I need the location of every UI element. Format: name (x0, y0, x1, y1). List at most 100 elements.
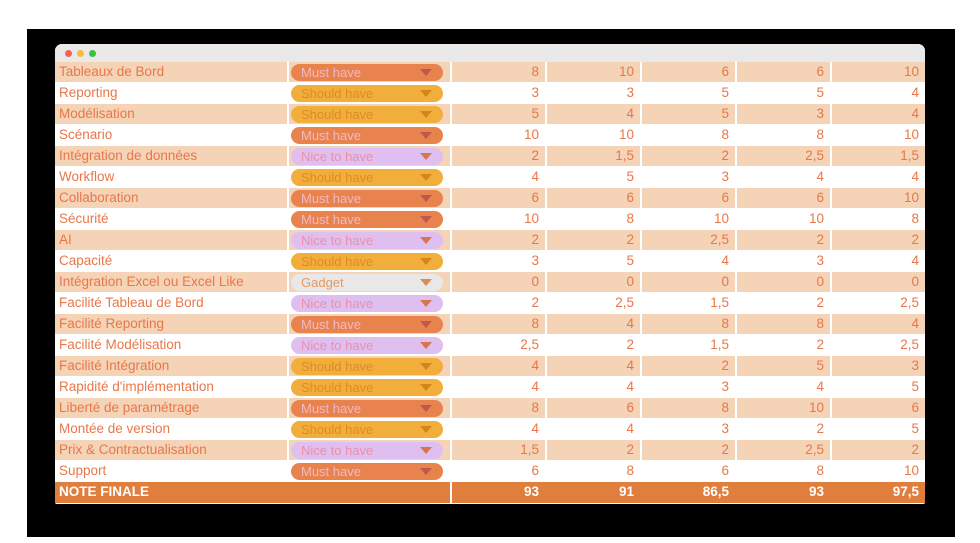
priority-dropdown[interactable]: Must have (291, 462, 443, 480)
score-cell[interactable]: 10 (737, 398, 832, 418)
score-cell[interactable]: 2,5 (642, 230, 737, 250)
score-cell[interactable]: 10 (452, 125, 547, 145)
score-cell[interactable]: 2 (737, 230, 832, 250)
priority-dropdown[interactable]: Must have (291, 315, 443, 333)
score-cell[interactable]: 10 (642, 209, 737, 229)
score-cell[interactable]: 4 (547, 104, 642, 124)
score-cell[interactable]: 5 (911, 379, 919, 394)
score-cell[interactable]: 4 (911, 106, 919, 121)
score-cell[interactable]: 4 (911, 85, 919, 100)
priority-dropdown[interactable]: Should have (291, 378, 443, 396)
priority-dropdown[interactable]: Should have (291, 420, 443, 438)
score-cell[interactable]: 4 (547, 314, 642, 334)
score-cell[interactable]: 2,5 (900, 295, 919, 310)
score-cell[interactable]: 0 (911, 274, 919, 289)
score-cell[interactable]: 2 (547, 230, 642, 250)
score-cell[interactable]: 1,5 (547, 146, 642, 166)
score-cell[interactable]: 4 (452, 167, 547, 187)
score-cell[interactable]: 0 (642, 272, 737, 292)
score-cell[interactable]: 8 (642, 125, 737, 145)
score-cell[interactable]: 8 (737, 461, 832, 481)
score-cell[interactable]: 10 (737, 209, 832, 229)
score-cell[interactable]: 6 (452, 188, 547, 208)
score-cell[interactable]: 2 (911, 232, 919, 247)
score-cell[interactable]: 2 (911, 442, 919, 457)
score-cell[interactable]: 10 (903, 463, 919, 478)
score-cell[interactable]: 1,5 (642, 293, 737, 313)
score-cell[interactable]: 8 (737, 314, 832, 334)
score-cell[interactable]: 5 (547, 251, 642, 271)
priority-dropdown[interactable]: Should have (291, 168, 443, 186)
priority-dropdown[interactable]: Must have (291, 399, 443, 417)
priority-dropdown[interactable]: Nice to have (291, 231, 443, 249)
priority-dropdown[interactable]: Must have (291, 63, 443, 81)
priority-dropdown[interactable]: Gadget (291, 273, 443, 291)
score-cell[interactable]: 6 (452, 461, 547, 481)
score-cell[interactable]: 8 (452, 314, 547, 334)
score-cell[interactable]: 2 (452, 230, 547, 250)
priority-dropdown[interactable]: Must have (291, 189, 443, 207)
score-cell[interactable]: 6 (911, 400, 919, 415)
score-cell[interactable]: 4 (452, 419, 547, 439)
score-cell[interactable]: 3 (642, 167, 737, 187)
score-cell[interactable]: 8 (547, 461, 642, 481)
priority-dropdown[interactable]: Should have (291, 357, 443, 375)
score-cell[interactable]: 1,5 (642, 335, 737, 355)
score-cell[interactable]: 2 (737, 335, 832, 355)
score-cell[interactable]: 2 (642, 146, 737, 166)
score-cell[interactable]: 10 (903, 190, 919, 205)
score-cell[interactable]: 4 (547, 419, 642, 439)
score-cell[interactable]: 3 (547, 83, 642, 103)
score-cell[interactable]: 6 (547, 398, 642, 418)
priority-dropdown[interactable]: Should have (291, 252, 443, 270)
score-cell[interactable]: 6 (642, 461, 737, 481)
score-cell[interactable]: 3 (642, 419, 737, 439)
score-cell[interactable]: 4 (911, 316, 919, 331)
priority-dropdown[interactable]: Nice to have (291, 441, 443, 459)
score-cell[interactable]: 8 (642, 398, 737, 418)
score-cell[interactable]: 3 (737, 251, 832, 271)
priority-dropdown[interactable]: Nice to have (291, 147, 443, 165)
score-cell[interactable]: 6 (737, 188, 832, 208)
close-window-button[interactable] (65, 49, 72, 57)
score-cell[interactable]: 3 (452, 83, 547, 103)
priority-dropdown[interactable]: Should have (291, 105, 443, 123)
score-cell[interactable]: 2 (452, 146, 547, 166)
score-cell[interactable]: 5 (547, 167, 642, 187)
score-cell[interactable]: 3 (452, 251, 547, 271)
score-cell[interactable]: 5 (642, 104, 737, 124)
score-cell[interactable]: 3 (911, 358, 919, 373)
zoom-window-button[interactable] (89, 49, 96, 57)
score-cell[interactable]: 4 (547, 356, 642, 376)
score-cell[interactable]: 4 (911, 169, 919, 184)
score-cell[interactable]: 4 (911, 253, 919, 268)
score-cell[interactable]: 2 (547, 335, 642, 355)
score-cell[interactable]: 2,5 (737, 440, 832, 460)
score-cell[interactable]: 6 (547, 188, 642, 208)
score-cell[interactable]: 6 (642, 188, 737, 208)
priority-dropdown[interactable]: Must have (291, 126, 443, 144)
score-cell[interactable]: 3 (737, 104, 832, 124)
priority-dropdown[interactable]: Nice to have (291, 294, 443, 312)
score-cell[interactable]: 8 (547, 209, 642, 229)
score-cell[interactable]: 8 (737, 125, 832, 145)
score-cell[interactable]: 1,5 (452, 440, 547, 460)
score-cell[interactable]: 0 (452, 272, 547, 292)
score-cell[interactable]: 2,5 (452, 335, 547, 355)
score-cell[interactable]: 6 (737, 62, 832, 82)
score-cell[interactable]: 8 (642, 314, 737, 334)
score-cell[interactable]: 4 (547, 377, 642, 397)
score-cell[interactable]: 2 (737, 419, 832, 439)
score-cell[interactable]: 5 (737, 83, 832, 103)
score-cell[interactable]: 8 (452, 62, 547, 82)
score-cell[interactable]: 2,5 (737, 146, 832, 166)
priority-dropdown[interactable]: Must have (291, 210, 443, 228)
score-cell[interactable]: 4 (452, 377, 547, 397)
score-cell[interactable]: 5 (452, 104, 547, 124)
score-cell[interactable]: 4 (737, 377, 832, 397)
score-cell[interactable]: 6 (642, 62, 737, 82)
score-cell[interactable]: 10 (903, 64, 919, 79)
score-cell[interactable]: 10 (903, 127, 919, 142)
priority-dropdown[interactable]: Should have (291, 84, 443, 102)
score-cell[interactable]: 2 (642, 440, 737, 460)
